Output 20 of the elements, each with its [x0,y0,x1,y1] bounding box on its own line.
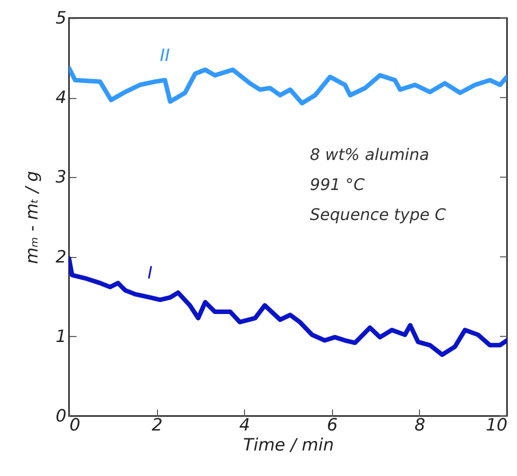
x-tick-label: 10 [486,416,508,436]
series-label: II [160,46,170,66]
line-series [69,256,507,357]
annotation: 8 wt% alumina [310,145,430,164]
y-tick-label: 2 [56,247,66,268]
annotation: 991 °C [310,175,366,194]
y-tick-label: 1 [56,326,66,347]
y-tick-label: 3 [56,168,66,188]
x-axis-title: Time / min [243,436,334,456]
y-axis-title: mₘ - mₜ / g [22,170,43,264]
line-series [69,66,507,106]
annotation: Sequence type C [310,205,447,224]
y-tick-label: 5 [56,8,66,28]
x-tick-label: 0 [70,416,80,436]
series-label: I [148,263,153,284]
y-tick-label: 4 [56,88,66,108]
x-tick-label: 6 [326,416,338,436]
x-tick-label: 2 [152,416,163,436]
x-tick-label: 4 [239,416,250,436]
x-tick-label: 8 [414,416,426,436]
